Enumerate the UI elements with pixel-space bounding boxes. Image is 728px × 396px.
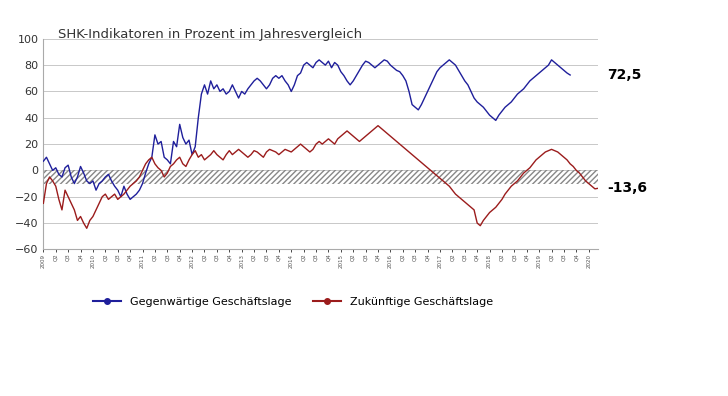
Text: -13,6: -13,6: [607, 181, 647, 195]
Text: SHK-Indikatoren in Prozent im Jahresvergleich: SHK-Indikatoren in Prozent im Jahresverg…: [58, 28, 363, 41]
Legend: Gegenwärtige Geschäftslage, Zukünftige Geschäftslage: Gegenwärtige Geschäftslage, Zukünftige G…: [88, 292, 497, 311]
Text: 72,5: 72,5: [607, 68, 641, 82]
